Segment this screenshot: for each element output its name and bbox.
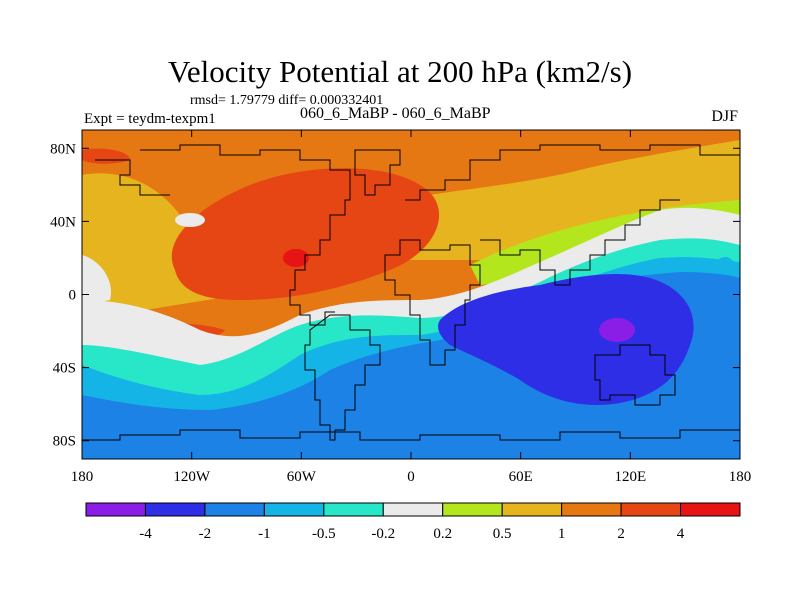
coastline-north-america: [140, 144, 351, 326]
colorbar-swatch: [442, 502, 503, 517]
chart-title: Velocity Potential at 200 hPa (km2/s): [167, 54, 633, 89]
field-region-near-zero-west: [82, 255, 111, 305]
field-region-gt-4: [283, 249, 309, 267]
field-region-small-cyan-1: [716, 257, 734, 273]
colorbar-label: 1: [558, 526, 566, 542]
colorbar-label: -1: [258, 526, 271, 542]
experiment-label: Expt = teydm-texpm1: [84, 111, 216, 127]
colorbar-swatch: [323, 502, 384, 517]
center-label: 060_6_MaBP - 060_6_MaBP: [300, 105, 491, 122]
x-tick-label: 60W: [287, 469, 317, 485]
map-field: [82, 130, 740, 459]
stats-text: rmsd= 1.79779 diff= 0.000332401: [190, 93, 384, 108]
x-tick-label: 120W: [173, 469, 211, 485]
colorbar-swatch: [144, 502, 206, 517]
coastline-greenland: [354, 149, 401, 196]
x-tick-label: 0: [407, 469, 415, 485]
x-tick-label: 180: [729, 469, 752, 485]
x-tick-label: 180: [71, 469, 94, 485]
colorbar-label: 2: [617, 526, 625, 542]
colorbar-label: -2: [199, 526, 212, 542]
coastline-south-america: [304, 314, 381, 441]
coastlines: [82, 144, 740, 441]
coastline-asia: [480, 199, 680, 286]
x-tick-label: 120E: [614, 469, 646, 485]
colorbar-swatch: [382, 502, 444, 517]
season-label: DJF: [711, 108, 738, 125]
colorbar-label: -0.5: [312, 526, 336, 542]
x-tick-label: 60E: [509, 469, 533, 485]
colorbar-label: 0.5: [493, 526, 512, 542]
colorbar-swatch: [620, 502, 682, 517]
y-tick-label: 40N: [50, 214, 76, 230]
colorbar-swatch: [204, 502, 265, 517]
field-region-neg-2-4: [438, 274, 694, 406]
coastline-europe: [405, 144, 740, 201]
colorbar-label: -4: [139, 526, 152, 542]
colorbar-swatch: [85, 502, 146, 517]
y-tick-label: 40S: [53, 361, 76, 377]
colorbar-label: -0.2: [371, 526, 395, 542]
field-region-near-zero: [82, 207, 740, 397]
coastline-australia: [594, 344, 676, 406]
y-tick-label: 80N: [50, 141, 76, 157]
field-region-2-4: [171, 168, 440, 300]
colorbar-swatch: [561, 502, 622, 517]
y-axis: 80N 40N 0 40S 80S: [50, 141, 740, 450]
x-axis: 180 120W 60W 0 60E 120E 180: [71, 130, 752, 485]
colorbar-swatch: [263, 502, 325, 517]
field-region-lt-neg4: [599, 318, 635, 342]
colorbar-label: 4: [677, 526, 685, 542]
y-tick-label: 80S: [53, 434, 76, 450]
colorbar-swatch: [501, 502, 563, 517]
y-tick-label: 0: [69, 288, 77, 304]
coastline-africa: [384, 239, 481, 366]
coastline-alaska: [95, 159, 170, 196]
colorbar: -4 -2 -1 -0.5 -0.2 0.2 0.5 1 2 4: [85, 502, 741, 542]
colorbar-swatch: [680, 502, 741, 517]
coastline-antarctica: [82, 429, 740, 441]
field-region-small-white-1: [175, 213, 205, 227]
colorbar-label: 0.2: [433, 526, 452, 542]
